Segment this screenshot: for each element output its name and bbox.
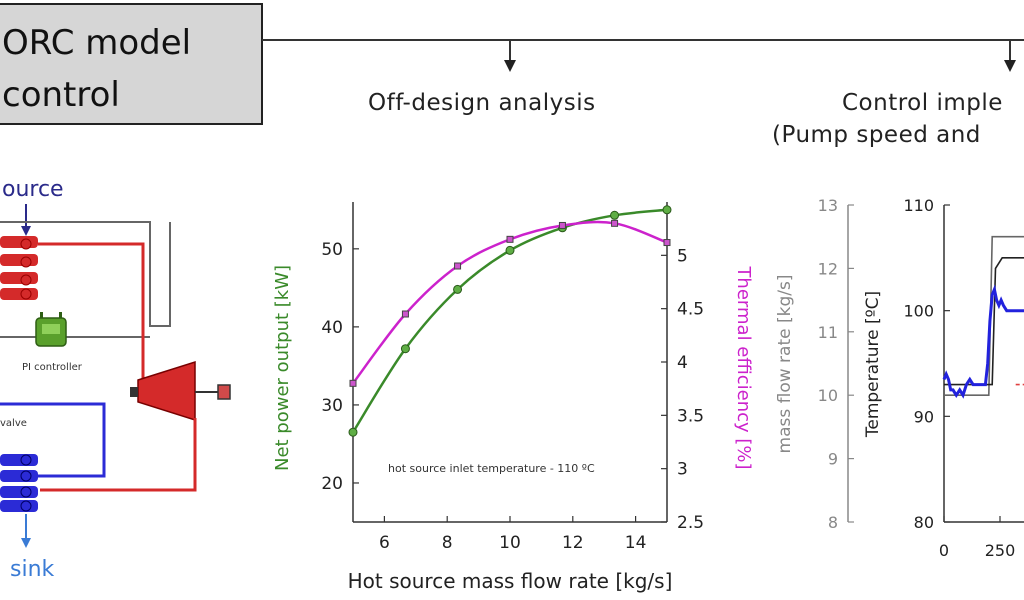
power-point bbox=[453, 284, 463, 294]
massflow-tick-label: 12 bbox=[818, 259, 838, 278]
massflow-chart: 8 9 10 11 12 13 mass flow rate [kg/s] bbox=[775, 196, 854, 532]
title-line-1: ORC model bbox=[2, 23, 191, 63]
controller-label: PI controller bbox=[22, 362, 83, 373]
temperature-tick-label: 110 bbox=[903, 196, 934, 215]
control-title-line-2: (Pump speed and bbox=[772, 122, 981, 148]
time-tick-label: 0 bbox=[939, 541, 949, 560]
title-line-2: control bbox=[2, 75, 120, 115]
massflow-tick-label: 13 bbox=[818, 196, 838, 215]
x-tick-label: 12 bbox=[562, 533, 584, 553]
arrow-down-icon bbox=[1004, 60, 1016, 72]
massflow-tick-label: 10 bbox=[818, 386, 838, 405]
massflow-tick-label: 8 bbox=[828, 513, 838, 532]
evaporator-icon bbox=[0, 236, 38, 300]
efficiency-point bbox=[349, 379, 357, 387]
power-point bbox=[400, 344, 410, 354]
sink-label: sink bbox=[10, 557, 55, 582]
power-point bbox=[610, 210, 620, 220]
efficiency-point bbox=[611, 219, 619, 227]
x-tick-label: 6 bbox=[379, 533, 390, 553]
flow-lines bbox=[262, 39, 1024, 72]
massflow-tick-label: 9 bbox=[828, 450, 838, 469]
y2-tick-label: 3 bbox=[677, 460, 688, 480]
control-title-line-1: Control imple bbox=[842, 90, 1003, 116]
setpoint-line-upper bbox=[944, 235, 1024, 396]
y2-tick-label: 5 bbox=[677, 246, 688, 266]
condenser-icon bbox=[0, 454, 38, 512]
orc-schematic: ource PI controller bbox=[0, 177, 231, 582]
massflow-axis-label: mass flow rate [kg/s] bbox=[775, 275, 795, 454]
x-tick-label: 10 bbox=[499, 533, 521, 553]
y2-tick-label: 2.5 bbox=[677, 513, 704, 533]
efficiency-point bbox=[454, 262, 462, 270]
y2-tick-label: 4 bbox=[677, 353, 688, 373]
time-tick-label: 250 bbox=[985, 541, 1016, 560]
valve-label: valve bbox=[0, 418, 27, 429]
arrow-down-icon bbox=[21, 226, 31, 236]
measured-temperature-line bbox=[942, 284, 1024, 399]
x-tick-label: 8 bbox=[442, 533, 453, 553]
temperature-axis-label: Temperature [ºC] bbox=[863, 291, 883, 438]
temperature-tick-label: 80 bbox=[914, 513, 934, 532]
y-tick-label: 50 bbox=[321, 240, 343, 260]
y-tick-label: 40 bbox=[321, 318, 343, 338]
massflow-tick-label: 11 bbox=[818, 323, 838, 342]
x-axis-label: Hot source mass flow rate [kg/s] bbox=[348, 569, 673, 593]
turbine-icon bbox=[130, 360, 231, 422]
source-label: ource bbox=[2, 177, 64, 202]
y2-tick-label: 3.5 bbox=[677, 406, 704, 426]
y2-axis-label: Thermal efficiency [%] bbox=[733, 265, 754, 469]
pi-controller-icon bbox=[35, 312, 67, 347]
x-tick-label: 14 bbox=[625, 533, 647, 553]
power-point bbox=[505, 245, 515, 255]
power-point bbox=[348, 427, 358, 437]
efficiency-point bbox=[506, 235, 514, 243]
y-axis-label: Net power output [kW] bbox=[272, 265, 293, 471]
chart-annotation: hot source inlet temperature - 110 ºC bbox=[388, 462, 595, 475]
arrow-down-icon bbox=[21, 538, 31, 548]
efficiency-point bbox=[663, 239, 671, 247]
y-tick-label: 20 bbox=[321, 474, 343, 494]
power-point bbox=[662, 205, 672, 215]
temperature-tick-label: 90 bbox=[914, 407, 934, 426]
temperature-tick-label: 100 bbox=[903, 302, 934, 321]
arrow-down-icon bbox=[504, 60, 516, 72]
setpoint-line-lower bbox=[944, 257, 1024, 386]
efficiency-point bbox=[558, 221, 566, 229]
temperature-chart: 80 90 100 110 0 250 Temperature [ºC] bbox=[863, 196, 1024, 560]
offdesign-chart: 6 8 10 12 14 20 30 40 50 2.5 3 3.5 4 4.5 5 hot source … bbox=[272, 202, 754, 593]
efficiency-point bbox=[401, 310, 409, 318]
title-box: ORC model control bbox=[0, 3, 263, 125]
y2-tick-label: 4.5 bbox=[677, 300, 704, 320]
offdesign-title: Off-design analysis bbox=[368, 90, 596, 116]
y-tick-label: 30 bbox=[321, 396, 343, 416]
